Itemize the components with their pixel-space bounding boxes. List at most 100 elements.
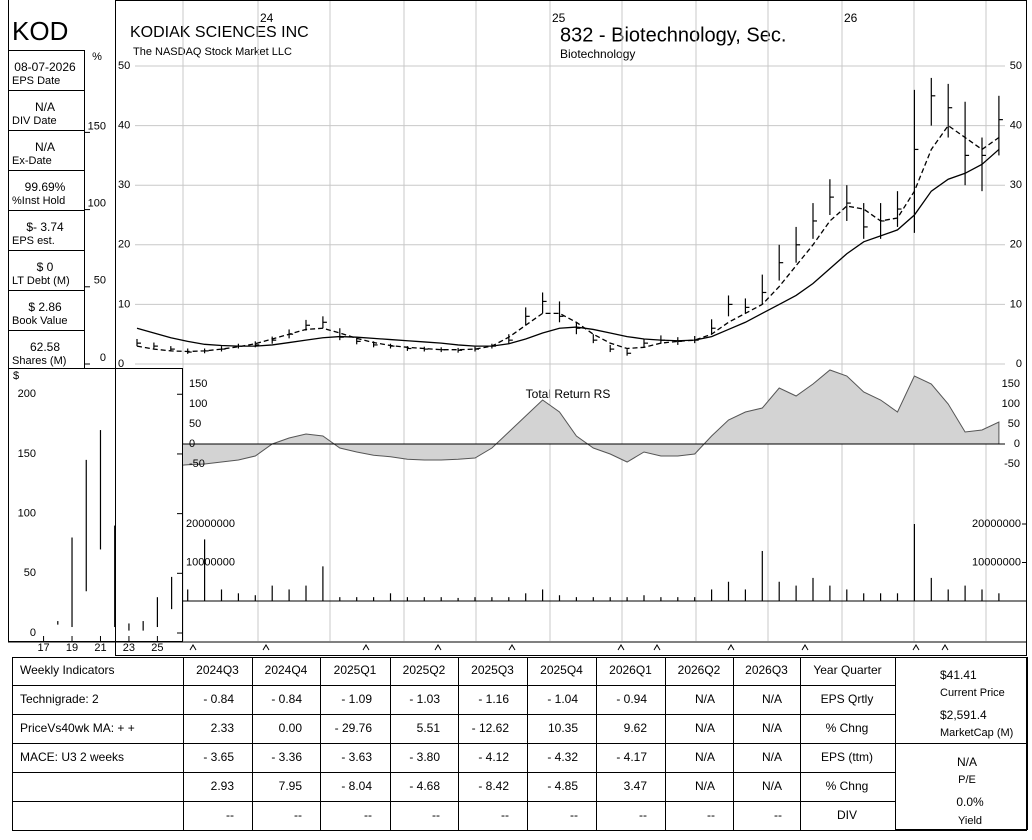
y-tick-label: 30 <box>1010 179 1022 191</box>
year-label: 26 <box>844 11 858 25</box>
rs-tick-label: 100 <box>1002 398 1020 410</box>
summary-label: P/E <box>958 774 976 786</box>
summary-value: $41.41 <box>940 668 977 682</box>
caret <box>912 644 920 651</box>
info-label: EPS est. <box>12 235 55 247</box>
table-cell: - 1.04 <box>547 692 578 706</box>
table-cell: 2.33 <box>211 721 235 735</box>
main-frame <box>115 0 1027 656</box>
table-cell: 10.35 <box>548 721 578 735</box>
moving-average <box>136 148 1000 347</box>
info-value: $ 2.86 <box>28 300 62 314</box>
table-cell: - 4.85 <box>547 779 578 793</box>
table-cell: 0.00 <box>279 721 303 735</box>
table-cell: - 3.80 <box>409 750 440 764</box>
table-cell: 9.62 <box>624 721 648 735</box>
table-cell: N/A <box>695 779 715 793</box>
table-cell: N/A <box>762 779 782 793</box>
info-label: Ex-Date <box>12 155 52 167</box>
indicator: Technigrade: 2 <box>20 692 99 706</box>
table-cell: - 4.68 <box>409 779 440 793</box>
table-cell: 2.93 <box>211 779 235 793</box>
year-label: 25 <box>552 11 566 25</box>
caret <box>801 644 809 651</box>
table-cell: - 8.04 <box>341 779 372 793</box>
table-cell: - 4.17 <box>616 750 647 764</box>
info-label: Shares (M) <box>12 355 66 367</box>
table-header: 2025Q2 <box>403 663 446 677</box>
table-cell: -- <box>294 808 302 822</box>
caret <box>941 644 949 651</box>
info-label: Book Value <box>12 315 67 327</box>
y-tick-label: 30 <box>118 179 130 191</box>
table-header: 2026Q2 <box>678 663 721 677</box>
volume-tick-label: 20000000 <box>972 518 1021 530</box>
table-cell: N/A <box>762 750 782 764</box>
table-header: 2025Q4 <box>540 663 583 677</box>
caret <box>189 644 197 651</box>
table-cell: - 0.84 <box>203 692 234 706</box>
inset-x-tick-label: 23 <box>123 642 135 654</box>
info-label: LT Debt (M) <box>12 275 70 287</box>
table-cell: N/A <box>695 750 715 764</box>
y2-tick-label: 0 <box>100 352 106 364</box>
ticker: KOD <box>12 16 68 46</box>
caret <box>508 644 516 651</box>
moving-average <box>136 124 1000 353</box>
inset-x-tick-label: 19 <box>66 642 78 654</box>
info-value: $ 0 <box>37 260 54 274</box>
table-cell: 7.95 <box>279 779 303 793</box>
markers <box>189 644 949 651</box>
row-label: EPS Qrtly <box>821 692 874 706</box>
table-cell: 3.47 <box>624 779 648 793</box>
table-cell: - 4.32 <box>547 750 578 764</box>
inset-frame <box>8 368 183 642</box>
table-cell: -- <box>432 808 440 822</box>
y-tick-label: 0 <box>118 358 124 370</box>
table-cell: -- <box>774 808 782 822</box>
rs-tick-label: -50 <box>1004 458 1020 470</box>
table-cell: - 1.16 <box>478 692 509 706</box>
industry: Biotechnology <box>560 47 635 61</box>
table-cell: -- <box>501 808 509 822</box>
table-cell: - 1.09 <box>341 692 372 706</box>
inset-y-tick-label: 100 <box>18 508 36 520</box>
info-label: DIV Date <box>12 115 57 127</box>
table-cell: -- <box>707 808 715 822</box>
info-label: EPS Date <box>12 75 60 87</box>
rs-tick-label: 0 <box>1014 438 1020 450</box>
info-value: 62.58 <box>30 340 60 354</box>
inset-x-tick-label: 21 <box>94 642 106 654</box>
table-cell: - 1.03 <box>409 692 440 706</box>
indicator: PriceVs40wk MA: + + <box>20 721 135 735</box>
caret <box>434 644 442 651</box>
table-cell: - 3.36 <box>271 750 302 764</box>
info-value: N/A <box>35 140 55 154</box>
table-cell: - 8.42 <box>478 779 509 793</box>
inset-y-tick-label: 200 <box>18 388 36 400</box>
rs-tick-label: 100 <box>189 398 207 410</box>
inset-x-tick-label: 25 <box>151 642 163 654</box>
y-tick-label: 40 <box>1010 120 1022 132</box>
table-cell: - 29.76 <box>335 721 373 735</box>
table-header: 2024Q4 <box>265 663 308 677</box>
table-cell: -- <box>364 808 372 822</box>
summary-label: MarketCap (M) <box>940 727 1013 739</box>
row-label: % Chng <box>826 779 869 793</box>
inset-x-tick-label: 17 <box>37 642 49 654</box>
table-cell: - 3.63 <box>341 750 372 764</box>
company-name: KODIAK SCIENCES INC <box>130 24 309 41</box>
y-tick-label: 50 <box>1010 60 1022 72</box>
table-cell: - 0.94 <box>616 692 647 706</box>
rs-tick-label: 0 <box>189 438 195 450</box>
caret <box>362 644 370 651</box>
exchange: The NASDAQ Stock Market LLC <box>133 46 292 58</box>
info-value: N/A <box>35 100 55 114</box>
table-header: 2024Q3 <box>196 663 239 677</box>
info-value: 99.69% <box>25 180 66 194</box>
rs-tick-label: 50 <box>189 418 201 430</box>
table-cell: N/A <box>762 692 782 706</box>
indicator: MACE: U3 2 weeks <box>20 750 124 764</box>
info-value: $- 3.74 <box>26 220 64 234</box>
